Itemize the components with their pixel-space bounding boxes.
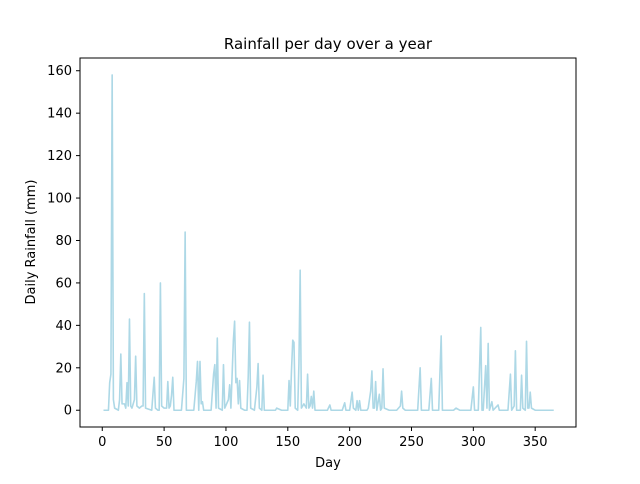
x-tick-label: 150 xyxy=(275,435,300,450)
rainfall-series-line-0 xyxy=(103,74,554,412)
x-axis: 0 50 100 150 200 250 300 350 xyxy=(98,427,548,450)
y-axis-label: Daily Rainfall (mm) xyxy=(24,180,39,305)
x-tick-label: 200 xyxy=(337,435,362,450)
y-tick-label: 40 xyxy=(55,319,72,334)
x-tick-label: 50 xyxy=(156,435,173,450)
chart-title: Rainfall per day over a year xyxy=(224,35,433,53)
y-axis: 0 20 40 60 80 100 120 140 160 xyxy=(47,64,80,419)
plot-area xyxy=(103,74,554,412)
x-tick-label: 300 xyxy=(461,435,486,450)
y-tick-label: 60 xyxy=(55,276,72,291)
y-tick-label: 140 xyxy=(47,107,72,122)
x-axis-label: Day xyxy=(315,456,341,471)
y-tick-label: 100 xyxy=(47,192,72,207)
y-tick-label: 80 xyxy=(55,234,72,249)
y-tick-label: 20 xyxy=(55,361,72,376)
x-tick-label: 350 xyxy=(523,435,548,450)
y-tick-label: 160 xyxy=(47,64,72,79)
x-tick-label: 250 xyxy=(399,435,424,450)
x-tick-label: 100 xyxy=(214,435,239,450)
y-tick-label: 0 xyxy=(64,404,72,419)
y-tick-label: 120 xyxy=(47,149,72,164)
plot-frame xyxy=(79,57,577,428)
x-tick-label: 0 xyxy=(98,435,106,450)
